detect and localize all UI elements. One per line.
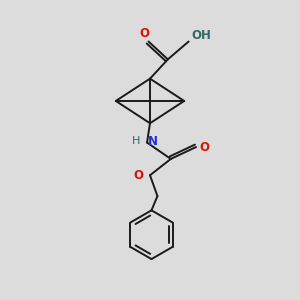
- Text: OH: OH: [192, 28, 212, 41]
- Text: O: O: [134, 169, 143, 182]
- Text: O: O: [139, 27, 149, 40]
- Text: N: N: [148, 135, 158, 148]
- Text: O: O: [199, 140, 209, 154]
- Text: H: H: [131, 136, 140, 146]
